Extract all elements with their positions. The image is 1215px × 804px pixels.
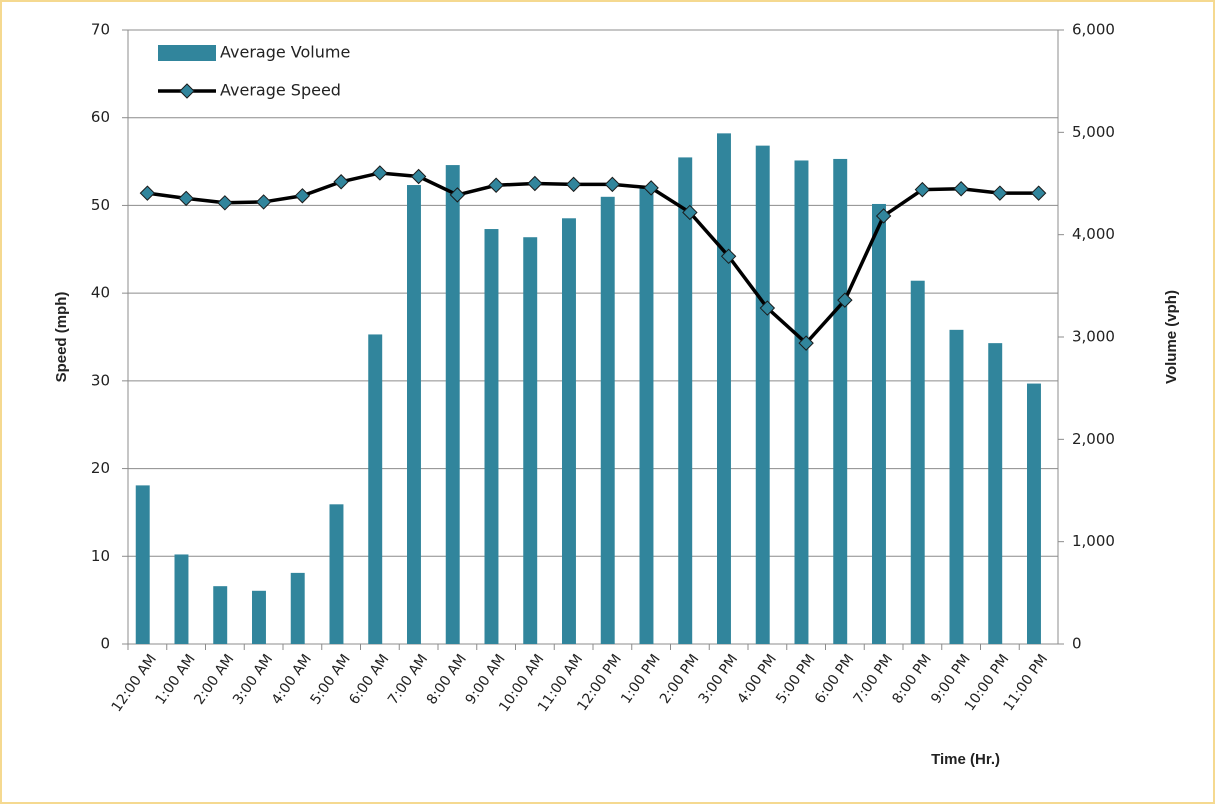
bar [600, 196, 615, 644]
marker [217, 195, 233, 211]
marker [953, 181, 969, 197]
marker [449, 187, 466, 203]
bar [1027, 383, 1041, 644]
marker [488, 177, 504, 193]
bar [213, 586, 228, 644]
y-tick-label: 10 [91, 547, 110, 565]
bar [290, 572, 305, 644]
legend-marker [179, 83, 195, 99]
marker [527, 175, 543, 192]
marker [875, 208, 892, 224]
marker [837, 292, 853, 308]
marker [565, 176, 582, 193]
marker [255, 194, 272, 210]
legend-swatch [158, 45, 216, 61]
bar [988, 343, 1003, 644]
x-axis-title: Time (Hr.) [931, 751, 1000, 768]
bar [755, 145, 770, 645]
bar [949, 329, 964, 644]
y2-tick-label: 6,000 [1072, 21, 1115, 39]
marker [333, 174, 349, 190]
y2-axis-title: Volume (vph) [1163, 290, 1180, 384]
bar [833, 158, 848, 644]
marker [798, 335, 814, 351]
y-axis-title: Speed (mph) [53, 292, 70, 383]
y-tick-label: 20 [91, 459, 110, 477]
bar [329, 504, 344, 644]
bar [910, 280, 925, 644]
y-tick-label: 40 [91, 284, 110, 302]
y-tick-label: 50 [91, 196, 110, 214]
y-tick-label: 70 [91, 21, 110, 39]
marker [372, 165, 388, 181]
bar [562, 218, 576, 644]
marker [604, 176, 621, 193]
bar [368, 334, 383, 644]
y-tick-label: 60 [91, 108, 110, 126]
bar [794, 160, 809, 644]
bar [135, 485, 150, 644]
marker [178, 190, 194, 207]
y2-tick-label: 5,000 [1072, 123, 1115, 141]
marker [294, 188, 311, 204]
y-tick-label: 0 [100, 635, 110, 653]
bar [523, 237, 538, 644]
marker [643, 180, 659, 196]
bar [678, 157, 693, 644]
bar [252, 590, 266, 644]
legend-label: Average Speed [220, 81, 341, 100]
y2-tick-label: 1,000 [1072, 532, 1115, 550]
marker [139, 185, 156, 201]
legend-label: Average Volume [220, 43, 350, 62]
marker [720, 248, 737, 265]
y2-tick-label: 2,000 [1072, 430, 1115, 448]
marker [914, 181, 931, 198]
bar [407, 185, 421, 644]
marker [1030, 185, 1047, 201]
marker [410, 168, 427, 185]
y2-tick-label: 3,000 [1072, 328, 1115, 346]
y-tick-label: 30 [91, 371, 110, 389]
marker [992, 185, 1008, 201]
bar [484, 229, 499, 644]
y2-tick-label: 0 [1072, 635, 1082, 653]
marker [682, 204, 698, 221]
bar [174, 554, 189, 644]
bar [639, 185, 654, 644]
bar [717, 133, 731, 644]
bar [872, 203, 886, 644]
marker [759, 300, 776, 316]
y2-tick-label: 4,000 [1072, 225, 1115, 243]
bar [445, 165, 460, 644]
